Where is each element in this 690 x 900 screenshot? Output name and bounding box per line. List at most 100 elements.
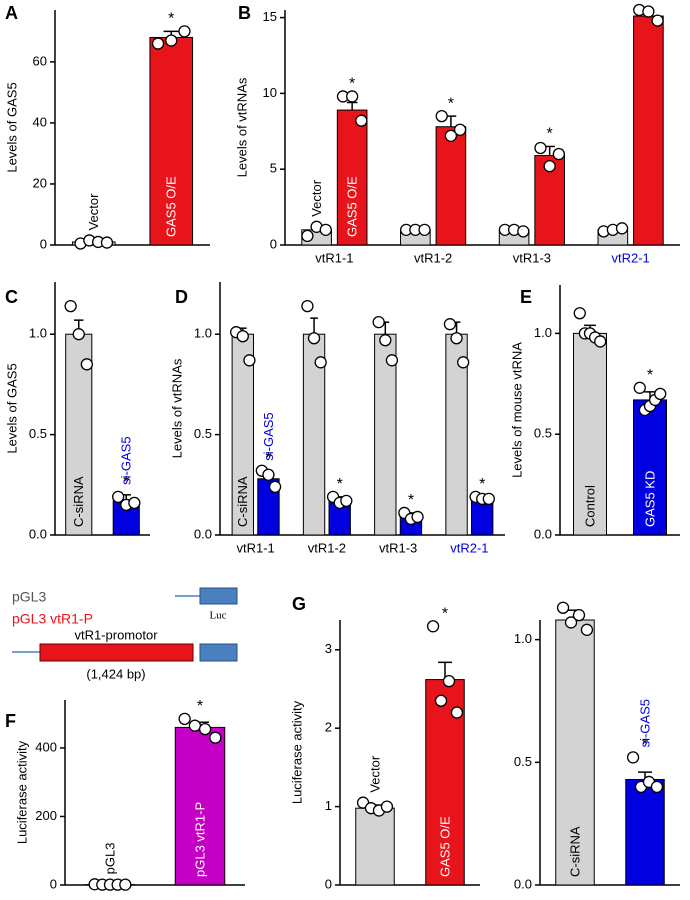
y-tick-label: 0.0	[194, 526, 212, 541]
bar	[355, 807, 395, 886]
promoter-box	[39, 643, 194, 662]
data-point	[443, 318, 457, 331]
bar-label: C-siRNA	[235, 476, 250, 527]
data-point	[418, 223, 431, 236]
x-tick-label: vtR1-2	[414, 250, 452, 265]
significance-mark: *	[448, 95, 454, 112]
x-tick-label: vtR1-2	[308, 540, 346, 555]
data-point	[572, 608, 586, 622]
data-point	[626, 751, 640, 764]
y-tick-label: 400	[35, 739, 57, 754]
bar-label: C-siRNA	[567, 826, 582, 877]
y-tick-label: 1.0	[194, 326, 212, 341]
panel-letter: C	[5, 287, 18, 307]
bar	[435, 126, 467, 246]
data-point	[301, 299, 314, 313]
y-tick-label: 1.0	[534, 325, 552, 340]
luc-box	[199, 587, 238, 605]
data-point	[301, 229, 314, 243]
data-point	[434, 694, 448, 707]
data-point	[262, 468, 275, 481]
data-point	[340, 494, 353, 508]
data-point	[543, 160, 556, 173]
y-tick-label: 0.5	[194, 426, 212, 441]
x-tick-label: vtR1-3	[379, 540, 417, 555]
data-point	[165, 34, 178, 47]
y-tick-label: 0	[40, 236, 47, 251]
y-tick-label: 1.0	[29, 326, 47, 341]
bar-label: pGL3	[102, 843, 117, 875]
data-point	[450, 332, 463, 345]
data-point	[380, 800, 394, 813]
data-point	[268, 480, 282, 493]
data-point	[552, 147, 565, 161]
data-point	[650, 780, 664, 794]
y-tick-label: 0	[325, 876, 332, 891]
data-point	[654, 387, 667, 401]
panel-letter: F	[5, 711, 16, 731]
panel-letter: B	[238, 3, 251, 23]
data-point	[243, 354, 256, 367]
bar-label: GAS5 O/E	[345, 176, 360, 237]
y-tick-label: 20	[33, 175, 47, 190]
significance-mark: *	[337, 476, 343, 493]
bar-label: GAS5 KD	[642, 471, 657, 527]
x-tick-label: vtR1-1	[315, 250, 353, 265]
y-tick-label: 3	[325, 641, 332, 656]
significance-mark: *	[197, 698, 203, 715]
y-tick-label: 0	[50, 876, 57, 891]
data-point	[442, 675, 456, 688]
construct-label: pGL3 vtR1-P	[12, 611, 93, 627]
data-point	[307, 332, 321, 345]
y-tick-label: 0.5	[534, 426, 552, 441]
data-point	[355, 114, 368, 127]
data-point	[319, 223, 332, 236]
y-axis-label: Luciferase activity	[289, 700, 304, 804]
bar-label: pGL3 vtR1-P	[192, 802, 207, 877]
data-point	[345, 90, 359, 103]
promoter-label: vtR1-promotor	[74, 627, 158, 642]
bar-label: si-GAS5	[119, 436, 134, 484]
significance-mark: *	[123, 474, 129, 491]
data-point	[450, 706, 464, 719]
panel-letter: G	[292, 594, 306, 614]
y-tick-label: 2	[325, 720, 332, 735]
bar-label: Vector	[367, 755, 382, 793]
data-point	[372, 316, 385, 329]
data-point	[651, 14, 664, 27]
data-point	[615, 222, 629, 235]
data-point	[128, 496, 141, 510]
bar-label: GAS5 O/E	[164, 176, 179, 237]
x-tick-label: vtR2-1	[450, 540, 488, 555]
y-tick-label: 0.0	[534, 526, 552, 541]
data-point	[642, 5, 655, 18]
y-tick-label: 10	[263, 85, 277, 100]
y-axis-label: Luciferase activity	[14, 740, 29, 844]
significance-mark: *	[265, 450, 271, 467]
data-point	[119, 878, 132, 891]
significance-mark: *	[479, 476, 485, 493]
bar	[633, 15, 664, 246]
x-tick-label: vtR1-1	[236, 540, 274, 555]
y-axis-label: Levels of vtRNAs	[234, 77, 249, 177]
data-point	[633, 381, 646, 394]
data-point	[80, 358, 93, 371]
data-point	[385, 354, 399, 367]
y-tick-label: 0	[270, 236, 277, 251]
significance-mark: *	[442, 605, 448, 622]
y-axis-label: Levels of GAS5	[4, 363, 19, 453]
data-point	[198, 722, 212, 736]
y-tick-label: 15	[263, 9, 277, 24]
luc-label: Luc	[209, 610, 226, 622]
bar	[625, 778, 665, 886]
luc-box	[199, 643, 238, 662]
y-tick-label: 0.0	[29, 526, 47, 541]
y-tick-label: 5	[270, 161, 277, 176]
y-tick-label: 1	[325, 798, 332, 813]
bar	[633, 399, 667, 536]
data-point	[580, 623, 594, 636]
data-point	[72, 328, 85, 341]
significance-mark: *	[547, 126, 553, 143]
bar	[555, 619, 595, 886]
bar-label: Control	[582, 485, 597, 527]
